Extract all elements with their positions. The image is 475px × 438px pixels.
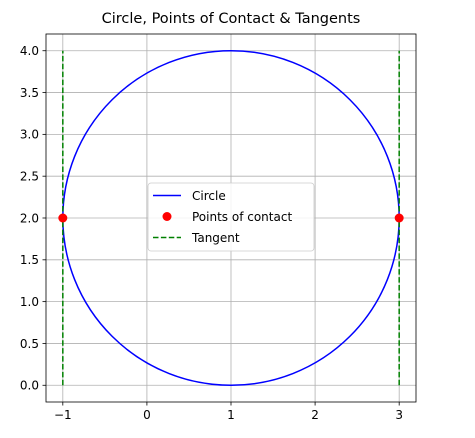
x-tick-label: −1 <box>54 408 72 422</box>
y-tick-label: 1.0 <box>20 295 39 309</box>
y-tick-label: 3.0 <box>20 128 39 142</box>
x-tick-label: 3 <box>395 408 403 422</box>
y-tick-label: 0.0 <box>20 379 39 393</box>
contact-point <box>394 213 404 223</box>
y-tick-label: 2.5 <box>20 169 39 183</box>
x-tick-label: 1 <box>227 408 235 422</box>
legend-marker <box>162 212 172 221</box>
axes: −1 0 1 2 3 0.0 0.5 1.0 1.5 2.0 2.5 3.0 3.5 4.0 <box>20 33 417 422</box>
legend-label: Tangent <box>191 231 240 245</box>
legend: Circle Points of contact Tangent <box>147 182 315 252</box>
y-tick-label: 0.5 <box>20 337 39 351</box>
legend-box <box>147 182 315 252</box>
y-tick-label: 3.5 <box>20 86 39 100</box>
contact-point <box>58 213 68 223</box>
y-tick-label: 1.5 <box>20 253 39 267</box>
chart-title: Circle, Points of Contact & Tangents <box>102 11 361 27</box>
x-tick-label: 0 <box>143 408 151 422</box>
x-tick-label: 2 <box>311 408 319 422</box>
y-tick-label: 4.0 <box>20 44 39 58</box>
legend-label: Circle <box>192 189 226 203</box>
legend-label: Points of contact <box>192 210 292 224</box>
plot-area <box>58 49 404 387</box>
y-tick-label: 2.0 <box>20 211 39 225</box>
